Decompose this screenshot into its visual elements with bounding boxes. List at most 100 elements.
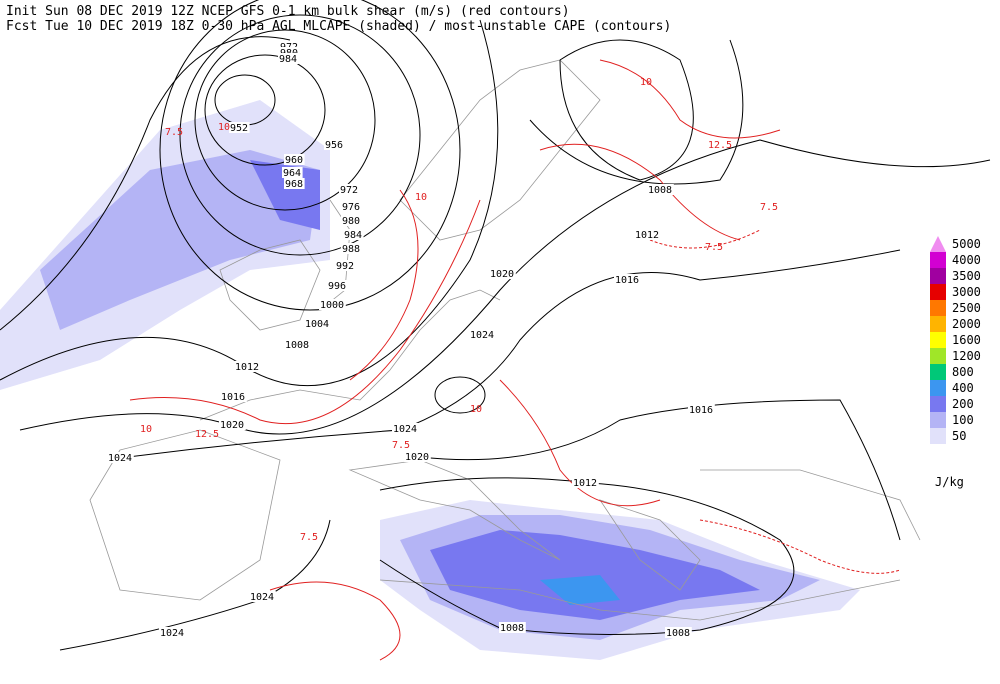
isobar-label: 1024	[108, 453, 132, 464]
isobar-label: 1008	[666, 628, 690, 639]
isobar-label: 1016	[615, 275, 639, 286]
shear-contours	[129, 59, 901, 661]
isobar-label: 996	[328, 281, 346, 292]
cape-shading	[0, 100, 860, 660]
isobar-label: 1008	[285, 340, 309, 351]
label-bg	[634, 229, 661, 240]
legend: 5000 4000 3500 3000 2500 2000 1600 1200 800 400 20…	[930, 236, 981, 444]
legend-label: 3000	[952, 285, 981, 299]
legend-swatch	[930, 348, 946, 364]
shear-label: 7.5	[392, 440, 410, 451]
legend-label: 2500	[952, 301, 981, 315]
label-bg	[107, 452, 134, 463]
label-bg	[341, 201, 362, 212]
label-bg	[469, 329, 496, 340]
shear-label: 10	[640, 77, 652, 88]
legend-swatch	[930, 284, 946, 300]
label-bg	[335, 260, 356, 271]
label-bg	[304, 318, 331, 329]
shear-label: 7.5	[300, 532, 318, 543]
legend-swatch	[930, 380, 946, 396]
label-bg	[229, 122, 250, 133]
legend-swatch	[930, 364, 946, 380]
shear-label: 10	[470, 404, 482, 415]
legend-swatch	[930, 268, 946, 284]
isobar-label: 1004	[305, 319, 329, 330]
legend-label: 100	[952, 413, 974, 427]
label-bg	[647, 184, 674, 195]
label-bg	[688, 404, 715, 415]
label-bg	[319, 299, 346, 310]
shear-label: 10	[218, 122, 230, 133]
legend-label: 400	[952, 381, 974, 395]
legend-label: 5000	[952, 237, 981, 251]
legend-swatch	[930, 236, 946, 252]
label-bg	[219, 419, 246, 430]
isobar-label: 972	[340, 185, 358, 196]
legend-swatch	[930, 316, 946, 332]
isobar-label: 1008	[500, 623, 524, 634]
shear-label: 12.5	[195, 429, 219, 440]
legend-label: 4000	[952, 253, 981, 267]
legend-swatch	[930, 412, 946, 428]
isobar-label: 1024	[250, 592, 274, 603]
label-bg	[278, 53, 299, 64]
label-bg	[327, 280, 348, 291]
legend-label: 50	[952, 429, 966, 443]
shear-label: 12.5	[708, 140, 732, 151]
label-bg	[341, 215, 362, 226]
isobar-label: 1008	[648, 185, 672, 196]
legend-swatch	[930, 332, 946, 348]
shear-label: 7.5	[705, 242, 723, 253]
label-bg	[284, 339, 311, 350]
header-line: Init Sun 08 DEC 2019 12Z NCEP GFS 0-1 km…	[6, 4, 570, 19]
legend-label: 1200	[952, 349, 981, 363]
label-bg	[499, 622, 526, 633]
shear-label: 7.5	[165, 127, 183, 138]
label-bg	[339, 184, 360, 195]
label-bg	[489, 268, 516, 279]
label-bg	[249, 591, 276, 602]
isobar-label: 964	[283, 168, 301, 179]
label-bg	[614, 274, 641, 285]
isobar-label: 952	[230, 123, 248, 134]
label-bg	[341, 243, 362, 254]
label-bg	[279, 41, 300, 52]
isobar-label: 992	[336, 261, 354, 272]
isobar-label: 988	[342, 244, 360, 255]
label-bg	[284, 178, 305, 189]
label-bg	[279, 47, 300, 58]
isobar-label: 1024	[160, 628, 184, 639]
isobar-label: 1024	[470, 330, 494, 341]
isobar-label: 1020	[490, 269, 514, 280]
legend-label: 200	[952, 397, 974, 411]
legend-unit: J/kg	[935, 475, 964, 489]
label-bg	[404, 451, 431, 462]
isobar-label: 1012	[235, 362, 259, 373]
legend-swatch	[930, 300, 946, 316]
isobar-label: 1024	[393, 424, 417, 435]
legend-label: 1600	[952, 333, 981, 347]
isobar-label: 1020	[405, 452, 429, 463]
label-bg	[392, 423, 419, 434]
label-bg	[159, 627, 186, 638]
isobar-label: 1016	[689, 405, 713, 416]
legend-label: 800	[952, 365, 974, 379]
label-bg	[572, 477, 599, 488]
shear-label: 10	[415, 192, 427, 203]
header-line: Fcst Tue 10 DEC 2019 18Z 0-30 hPa AGL ML…	[6, 19, 671, 34]
isobar-label: 980	[342, 216, 360, 227]
isobar-label: 1020	[220, 420, 244, 431]
isobar-label: 956	[325, 140, 343, 151]
label-bg	[665, 627, 692, 638]
isobar-label: 960	[285, 155, 303, 166]
label-bg	[234, 361, 261, 372]
shear-label: 7.5	[760, 202, 778, 213]
isobar-label: 976	[342, 202, 360, 213]
label-bg	[284, 154, 305, 165]
label-bg	[343, 229, 364, 240]
isobar-label: 1012	[573, 478, 597, 489]
isobar-label: 984	[344, 230, 362, 241]
isobar-label: 984	[279, 54, 297, 65]
label-bg	[324, 139, 345, 150]
